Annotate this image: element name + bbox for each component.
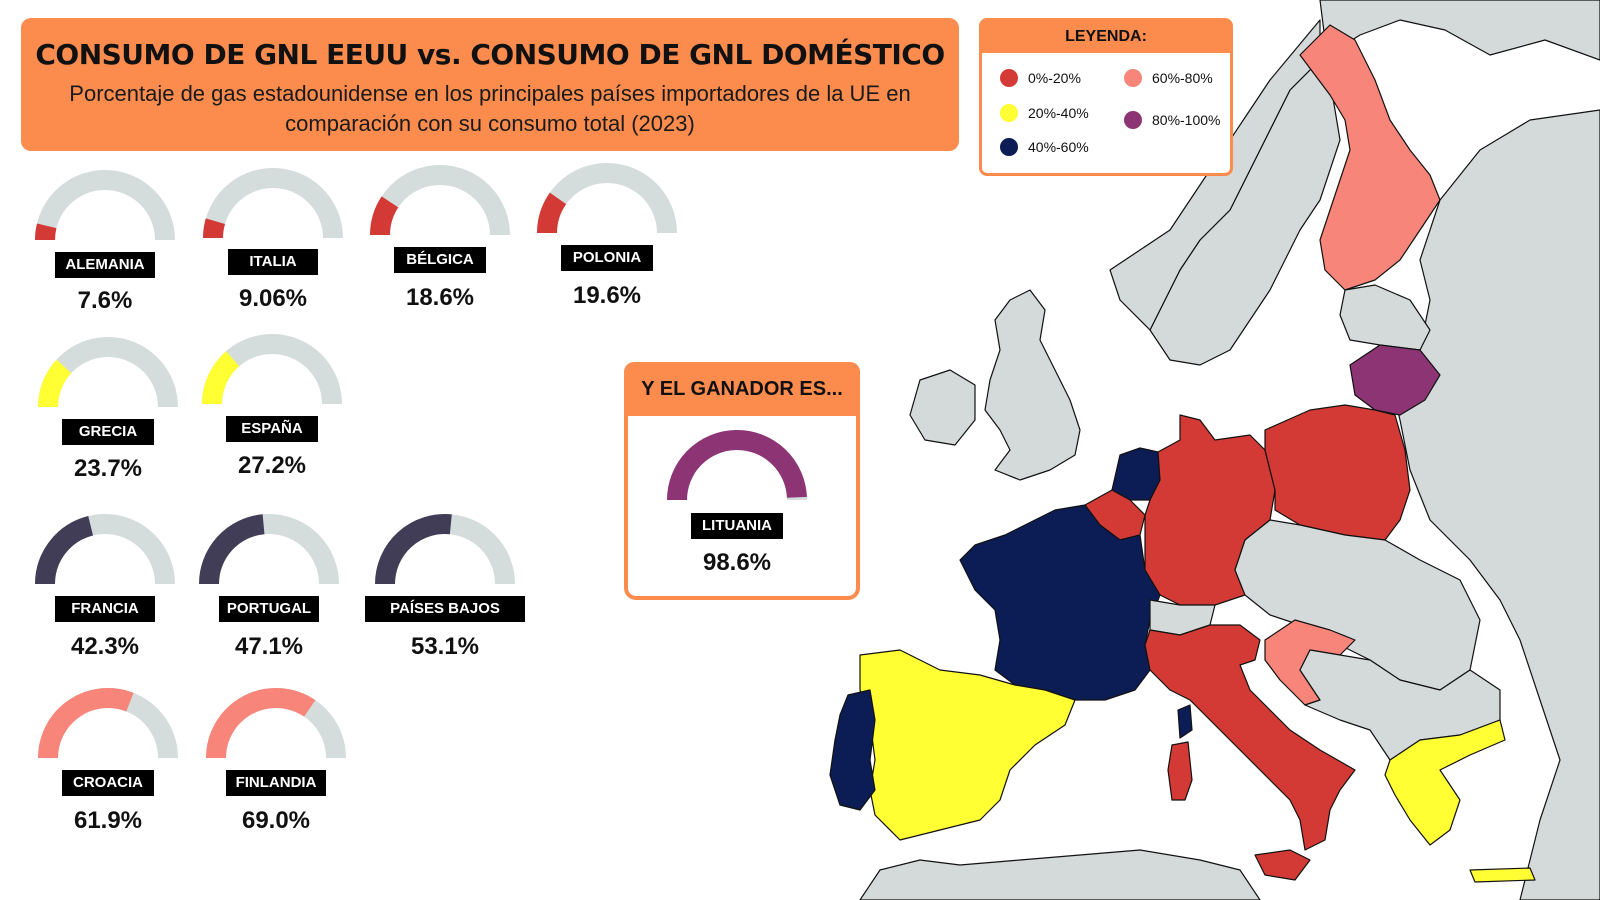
map-africa (859, 849, 1261, 900)
gauge-value-label: 61.9% (73, 807, 143, 834)
legend-dot (1000, 69, 1018, 87)
gauge-country-label: GRECIA (62, 419, 154, 445)
map-sardinia (1167, 741, 1193, 801)
gauge-country-label: CROACIA (62, 770, 154, 796)
map-sicily (1254, 849, 1311, 881)
map-poland (1264, 404, 1411, 541)
gauge-value-label: 42.3% (70, 633, 140, 660)
legend-dot (1000, 104, 1018, 122)
legend-item: 0%-20% (1000, 69, 1081, 87)
legend-dot (1124, 69, 1142, 87)
map-portugal (829, 689, 876, 811)
gauge-value-label: 9.06% (238, 285, 308, 312)
legend-item: 80%-100% (1124, 111, 1221, 129)
gauge-country-label: FINLANDIA (226, 770, 326, 796)
map-italy (1144, 624, 1356, 851)
map-greece (1384, 719, 1506, 846)
page-title: CONSUMO DE GNL EEUU vs. CONSUMO DE GNL D… (35, 38, 945, 71)
legend-dot (1000, 138, 1018, 156)
gauge-country-label: PORTUGAL (219, 596, 319, 622)
page-subtitle: Porcentaje de gas estadounidense en los … (69, 81, 911, 136)
legend-title: LEYENDA: (982, 21, 1230, 53)
gauge-value-label: 98.6% (702, 549, 772, 576)
legend-label: 60%-80% (1152, 70, 1213, 86)
map-netherlands (1111, 447, 1161, 501)
gauge-value-label: 53.1% (410, 633, 480, 660)
legend-item: 60%-80% (1124, 69, 1213, 87)
legend-label: 80%-100% (1152, 112, 1221, 128)
gauge-value-label: 19.6% (572, 282, 642, 309)
map-finland (1299, 24, 1441, 291)
gauge-value-label: 69.0% (241, 807, 311, 834)
gauge-value-label: 47.1% (234, 633, 304, 660)
header-banner: CONSUMO DE GNL EEUU vs. CONSUMO DE GNL D… (21, 18, 959, 151)
map-britain (984, 289, 1081, 481)
gauge-country-label: BÉLGICA (394, 247, 486, 273)
gauge-country-label: ESPAÑA (226, 416, 318, 442)
gauge-country-label: POLONIA (561, 245, 653, 271)
map-corsica (1177, 704, 1193, 739)
legend-item: 40%-60% (1000, 138, 1089, 156)
winner-title: Y EL GANADOR ES... (624, 362, 860, 416)
gauge-country-label: LITUANIA (691, 513, 783, 539)
map-crete (1469, 867, 1536, 883)
legend-dot (1124, 111, 1142, 129)
gauge-value-label: 23.7% (73, 455, 143, 482)
gauge-country-label: FRANCIA (55, 596, 155, 622)
map-ireland (909, 369, 976, 446)
gauge-country-label: ALEMANIA (55, 252, 155, 278)
legend-label: 20%-40% (1028, 105, 1089, 121)
map-spain (859, 649, 1076, 841)
map-baltics (1339, 284, 1431, 351)
map-balkans (1299, 649, 1501, 761)
gauge-country-label: ITALIA (228, 249, 318, 275)
gauge-value-label: 27.2% (237, 452, 307, 479)
legend-label: 0%-20% (1028, 70, 1081, 86)
gauge-value-label: 7.6% (77, 287, 133, 314)
map-lithuania (1349, 344, 1441, 416)
gauge-country-label: PAÍSES BAJOS (365, 596, 525, 622)
legend-label: 40%-60% (1028, 139, 1089, 155)
gauge-value-label: 18.6% (405, 284, 475, 311)
legend-item: 20%-40% (1000, 104, 1089, 122)
legend: LEYENDA: 0%-20% 20%-40% 40%-60% 60%-80% … (979, 18, 1233, 176)
